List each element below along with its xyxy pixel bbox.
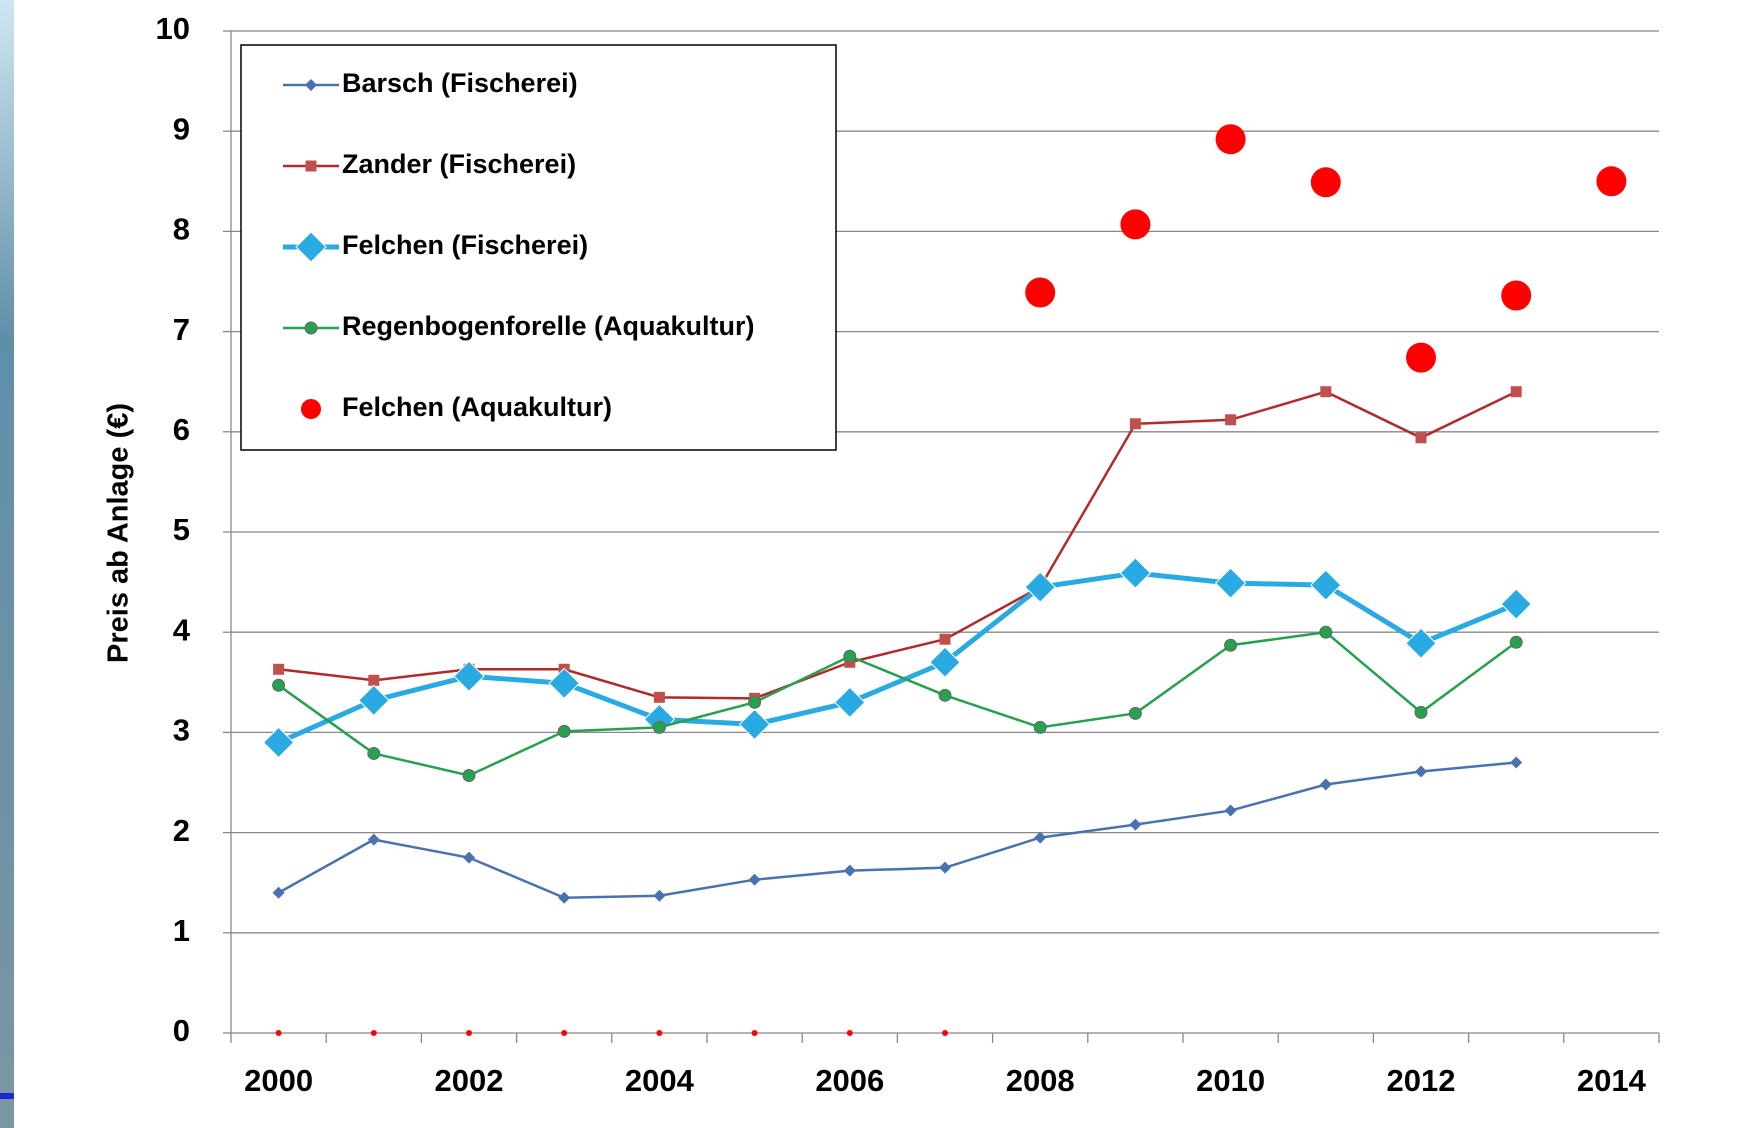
data-point: [653, 721, 665, 733]
data-point: [1216, 568, 1246, 598]
data-point: [1130, 418, 1141, 429]
x-tick-label: 2004: [625, 1063, 695, 1098]
data-point: [847, 1030, 853, 1036]
data-point: [1511, 386, 1522, 397]
background-strip: [0, 0, 14, 1128]
legend-label: Zander (Fischerei): [342, 149, 576, 179]
data-point: [1501, 589, 1531, 619]
data-point: [1415, 765, 1427, 777]
x-tick-label: 2012: [1387, 1063, 1456, 1098]
data-point: [368, 834, 380, 846]
data-point: [276, 1030, 282, 1036]
data-point: [273, 887, 285, 899]
y-tick-label: 8: [173, 212, 190, 247]
data-point: [1510, 636, 1522, 648]
data-point: [558, 725, 570, 737]
data-point: [1311, 167, 1341, 197]
x-tick-label: 2010: [1196, 1063, 1265, 1098]
y-tick-label: 7: [173, 312, 190, 347]
data-point: [1216, 124, 1246, 154]
data-point: [1416, 432, 1427, 443]
y-tick-label: 4: [173, 612, 191, 647]
data-point: [1120, 209, 1150, 239]
data-point: [466, 1030, 472, 1036]
y-axis-title: Preis ab Anlage (€): [103, 403, 135, 663]
data-point: [1510, 756, 1522, 768]
data-point: [359, 685, 389, 715]
legend-marker: [306, 161, 317, 172]
x-tick-label: 2002: [435, 1063, 504, 1098]
data-point: [939, 689, 951, 701]
data-point: [1225, 639, 1237, 651]
legend-label: Barsch (Fischerei): [342, 68, 578, 98]
data-point: [1311, 570, 1341, 600]
y-tick-label: 5: [173, 512, 190, 547]
data-point: [940, 634, 951, 645]
x-tick-label: 2008: [1006, 1063, 1075, 1098]
data-point: [1320, 386, 1331, 397]
y-tick-label: 10: [156, 11, 190, 46]
data-point: [1129, 819, 1141, 831]
data-point: [1025, 278, 1055, 308]
legend-marker: [305, 322, 317, 334]
data-point: [939, 862, 951, 874]
data-point: [463, 769, 475, 781]
data-point: [740, 709, 770, 739]
data-point: [749, 874, 761, 886]
data-point: [1225, 805, 1237, 817]
data-point: [454, 661, 484, 691]
data-point: [942, 1030, 948, 1036]
background-mark: [0, 1093, 14, 1099]
data-point: [273, 664, 284, 675]
data-point: [1596, 166, 1626, 196]
data-point: [1120, 558, 1150, 588]
data-point: [1034, 721, 1046, 733]
series-line: [279, 762, 1517, 897]
data-point: [273, 679, 285, 691]
data-point: [1501, 281, 1531, 311]
data-point: [749, 696, 761, 708]
data-point: [1415, 706, 1427, 718]
data-point: [656, 1030, 662, 1036]
y-tick-label: 3: [173, 713, 190, 748]
series-line: [279, 632, 1517, 775]
legend-label: Regenbogenforelle (Aquakultur): [342, 311, 755, 341]
legend-label: Felchen (Fischerei): [342, 230, 588, 260]
data-point: [835, 687, 865, 717]
y-tick-label: 2: [173, 813, 190, 848]
y-tick-label: 1: [173, 913, 190, 948]
data-point: [1406, 343, 1436, 373]
data-point: [653, 890, 665, 902]
data-point: [1034, 832, 1046, 844]
legend-label: Felchen (Aquakultur): [342, 392, 612, 422]
y-tick-label: 0: [173, 1013, 190, 1048]
x-tick-label: 2006: [815, 1063, 884, 1098]
data-point: [368, 675, 379, 686]
data-point: [463, 852, 475, 864]
data-point: [371, 1030, 377, 1036]
x-tick-label: 2000: [244, 1063, 313, 1098]
data-point: [368, 747, 380, 759]
data-point: [752, 1030, 758, 1036]
legend-marker: [301, 399, 321, 419]
chart: 0 1 2 3 4 5 6 7 8 9 10 2000 2002 2004 2006 2008 2010 2012…: [0, 0, 1749, 1128]
y-tick-label: 9: [173, 111, 190, 146]
data-point: [654, 692, 665, 703]
data-point: [561, 1030, 567, 1036]
data-point: [1320, 626, 1332, 638]
y-tick-label: 6: [173, 412, 190, 447]
data-point: [558, 892, 570, 904]
data-point: [1129, 707, 1141, 719]
x-tick-label: 2014: [1577, 1063, 1647, 1098]
data-point: [1225, 414, 1236, 425]
data-point: [844, 650, 856, 662]
data-point: [844, 865, 856, 877]
data-point: [1320, 779, 1332, 791]
series-line: [279, 573, 1517, 742]
